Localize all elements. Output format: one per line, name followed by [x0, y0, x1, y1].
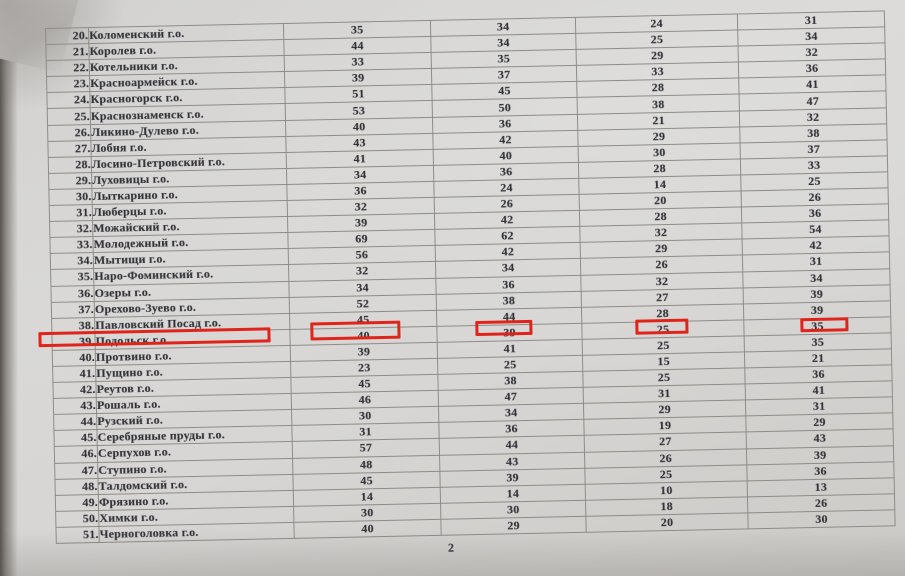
row-number-cell: 50. [55, 510, 99, 528]
row-number-cell: 25. [47, 108, 91, 126]
row-number-cell: 33. [49, 236, 94, 254]
row-number-cell: 37. [51, 301, 95, 319]
value-cell: 30 [747, 509, 896, 529]
row-number-cell: 34. [50, 252, 94, 270]
value-cell: 25 [581, 318, 745, 340]
value-cell: 39 [436, 319, 583, 343]
municipalities-table: 20. Коломенский г.о. 35 34 24 31 21. Королев г.… [38, 10, 896, 544]
table-body: 20. Коломенский г.о. 35 34 24 31 21. Королев г.… [38, 10, 896, 544]
top-left-corner-shadow [0, 0, 190, 170]
row-number-cell: 26. [47, 124, 91, 142]
value-cell: 35 [743, 316, 892, 336]
row-number-cell: 46. [54, 445, 98, 463]
row-number-cell: 31. [49, 204, 93, 222]
row-number-cell: 20. [45, 27, 89, 45]
row-number-cell: 29. [48, 172, 92, 190]
value-cell: 40 [289, 320, 438, 346]
highlight-box-v4 [800, 317, 849, 333]
row-number-cell: 32. [49, 220, 93, 238]
row-number-cell: 22. [46, 59, 90, 77]
document-page: 20. Коломенский г.о. 35 34 24 31 21. Королев г.… [38, 10, 896, 563]
row-number-cell: 49. [55, 494, 99, 512]
row-number-cell: 28. [48, 156, 92, 174]
row-number-cell: 40. [52, 349, 96, 367]
row-number-cell: 24. [46, 91, 91, 109]
row-number-cell: 47. [54, 462, 98, 480]
row-number-cell: 48. [54, 478, 99, 496]
paper-left-edge-shadow [0, 0, 18, 576]
row-number-cell: 42. [52, 381, 97, 399]
row-number-cell: 39. [38, 327, 271, 351]
row-number-cell: 23. [46, 75, 90, 93]
row-number-cell: 21. [45, 43, 90, 61]
row-number-cell: 27. [47, 140, 92, 158]
row-number-cell: 43. [53, 397, 97, 415]
row-number-cell: 44. [53, 413, 97, 431]
row-number-cell: 45. [53, 429, 98, 447]
row-number-cell: 41. [52, 365, 96, 383]
bottom-edge-shadow [0, 530, 905, 576]
row-number-cell: 36. [50, 285, 95, 303]
row-number-cell: 30. [48, 188, 93, 206]
row-number-cell: 35. [50, 268, 94, 286]
row-number-cell: 38. [51, 317, 95, 335]
